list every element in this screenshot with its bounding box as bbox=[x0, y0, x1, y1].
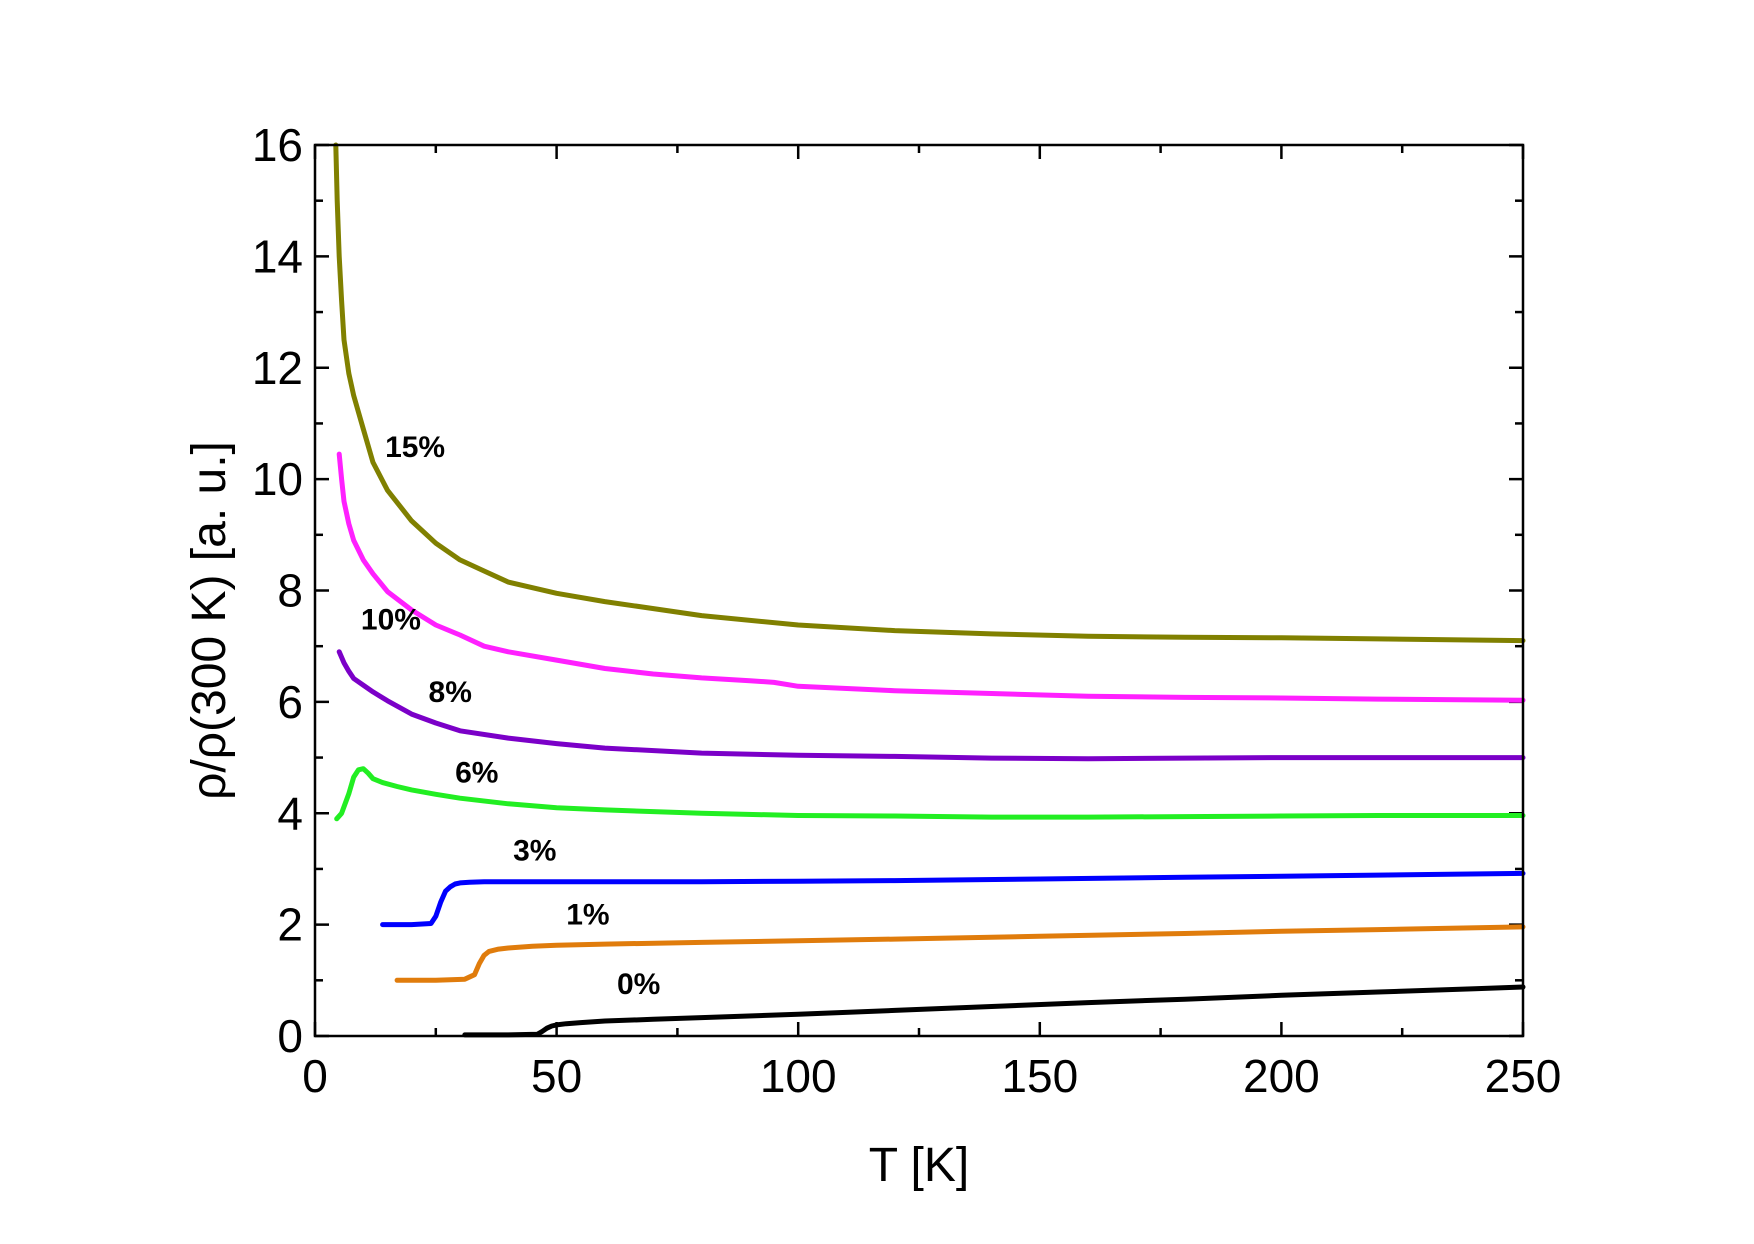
x-tick-label: 50 bbox=[531, 1050, 582, 1102]
y-tick-label: 14 bbox=[252, 230, 303, 282]
y-tick-label: 12 bbox=[252, 342, 303, 394]
series-line-3pct bbox=[380, 870, 1526, 928]
series-line-10pct bbox=[336, 451, 1526, 703]
y-tick-label: 6 bbox=[277, 676, 303, 728]
y-tick-label: 4 bbox=[277, 787, 303, 839]
series-line-15pct bbox=[333, 142, 1526, 644]
x-axis-label: T [K] bbox=[869, 1139, 969, 1192]
series-label-8pct: 8% bbox=[429, 676, 472, 709]
y-tick-label: 8 bbox=[277, 565, 303, 617]
y-axis-label: ρ/ρ(300 K) [a. u.] bbox=[183, 441, 236, 800]
x-tick-label: 250 bbox=[1485, 1050, 1562, 1102]
series-label-3pct: 3% bbox=[513, 835, 556, 868]
y-tick-label: 10 bbox=[252, 453, 303, 505]
x-tick-label: 0 bbox=[302, 1050, 328, 1102]
series-annotations: 15% 10% 8% 6% 3% 1% 0% bbox=[361, 431, 660, 1001]
series-label-10pct: 10% bbox=[361, 603, 421, 636]
x-tick-label: 100 bbox=[760, 1050, 837, 1102]
series-line-1pct bbox=[394, 924, 1526, 983]
series-label-0pct: 0% bbox=[617, 968, 660, 1001]
series-group bbox=[333, 142, 1526, 1038]
series-label-1pct: 1% bbox=[566, 899, 609, 932]
y-tick-label: 16 bbox=[252, 119, 303, 171]
x-tick-label: 200 bbox=[1243, 1050, 1320, 1102]
series-label-15pct: 15% bbox=[385, 431, 445, 464]
series-line-8pct bbox=[336, 649, 1526, 762]
y-tick-label: 2 bbox=[277, 899, 303, 951]
series-label-6pct: 6% bbox=[455, 757, 498, 790]
plot-frame bbox=[313, 143, 1525, 1038]
tick-labels: 0 50 100 150 200 250 0 2 4 6 8 10 12 14 16 bbox=[252, 119, 1562, 1102]
x-tick-label: 150 bbox=[1001, 1050, 1078, 1102]
series-line-6pct bbox=[334, 766, 1526, 822]
y-tick-label: 0 bbox=[277, 1010, 303, 1062]
series-line-0pct bbox=[462, 984, 1526, 1038]
